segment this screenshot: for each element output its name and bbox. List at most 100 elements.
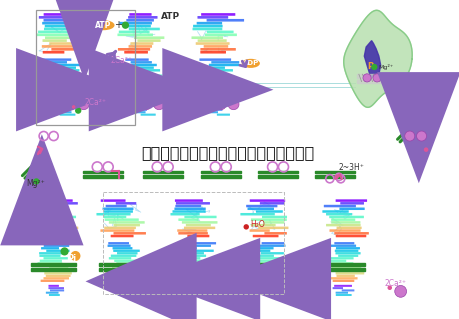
FancyBboxPatch shape [101,199,125,202]
FancyBboxPatch shape [96,213,130,215]
FancyBboxPatch shape [182,255,206,257]
FancyBboxPatch shape [109,257,131,259]
Circle shape [386,286,391,290]
Circle shape [372,74,381,82]
FancyBboxPatch shape [129,13,151,16]
FancyBboxPatch shape [57,64,82,66]
Bar [142,171,182,174]
FancyBboxPatch shape [44,19,66,22]
Bar [31,268,76,271]
FancyBboxPatch shape [259,289,277,292]
Circle shape [404,131,414,141]
FancyBboxPatch shape [44,277,69,279]
FancyBboxPatch shape [136,77,160,79]
FancyBboxPatch shape [100,229,134,232]
FancyBboxPatch shape [49,42,86,45]
FancyBboxPatch shape [206,19,244,22]
Text: 2Ca²⁺: 2Ca²⁺ [84,98,106,107]
Bar [244,263,289,266]
Circle shape [65,99,76,110]
Circle shape [362,74,370,82]
FancyBboxPatch shape [335,199,366,202]
Text: 2Ca²⁺: 2Ca²⁺ [383,279,405,288]
FancyBboxPatch shape [44,77,73,79]
FancyBboxPatch shape [45,25,75,27]
FancyBboxPatch shape [335,292,347,294]
FancyBboxPatch shape [134,111,145,113]
FancyBboxPatch shape [36,224,61,226]
FancyBboxPatch shape [266,287,278,289]
FancyBboxPatch shape [43,80,67,82]
FancyBboxPatch shape [44,272,72,274]
Ellipse shape [93,20,114,30]
FancyBboxPatch shape [105,275,127,277]
Text: 2Ca²⁺: 2Ca²⁺ [111,56,133,65]
FancyBboxPatch shape [247,208,274,210]
FancyBboxPatch shape [201,80,231,82]
FancyBboxPatch shape [38,31,73,33]
FancyBboxPatch shape [182,257,200,259]
FancyBboxPatch shape [207,109,222,111]
FancyBboxPatch shape [330,267,360,270]
FancyBboxPatch shape [178,232,207,234]
FancyBboxPatch shape [325,213,351,215]
Polygon shape [364,41,380,80]
FancyBboxPatch shape [122,72,150,74]
FancyBboxPatch shape [177,267,200,270]
FancyBboxPatch shape [117,252,137,255]
FancyBboxPatch shape [335,272,364,274]
FancyBboxPatch shape [44,245,69,247]
FancyBboxPatch shape [323,205,355,207]
FancyBboxPatch shape [34,213,65,215]
FancyBboxPatch shape [186,242,216,244]
FancyBboxPatch shape [330,219,354,221]
FancyBboxPatch shape [257,272,285,274]
FancyBboxPatch shape [188,289,206,292]
FancyBboxPatch shape [191,36,223,39]
FancyBboxPatch shape [104,226,135,229]
Circle shape [75,108,81,114]
FancyBboxPatch shape [129,28,159,30]
FancyBboxPatch shape [48,287,64,289]
FancyBboxPatch shape [175,205,201,207]
FancyBboxPatch shape [249,255,273,257]
FancyBboxPatch shape [116,262,140,264]
FancyBboxPatch shape [45,202,78,204]
Bar [99,268,144,271]
Text: +: + [114,20,122,30]
FancyBboxPatch shape [249,199,285,202]
FancyBboxPatch shape [174,262,200,264]
Bar [142,175,182,178]
FancyBboxPatch shape [186,287,198,289]
FancyBboxPatch shape [130,61,151,63]
Circle shape [423,147,427,152]
FancyBboxPatch shape [46,275,70,277]
Circle shape [370,64,377,70]
FancyBboxPatch shape [203,45,228,48]
FancyBboxPatch shape [128,96,147,98]
FancyBboxPatch shape [200,48,235,51]
FancyBboxPatch shape [43,229,66,232]
FancyBboxPatch shape [329,216,363,218]
FancyBboxPatch shape [38,262,62,264]
FancyBboxPatch shape [118,289,133,292]
FancyBboxPatch shape [124,51,148,54]
FancyBboxPatch shape [266,294,279,296]
Bar [83,171,123,174]
FancyBboxPatch shape [261,270,285,272]
FancyBboxPatch shape [257,292,271,294]
FancyBboxPatch shape [202,74,228,77]
FancyBboxPatch shape [46,249,69,252]
FancyBboxPatch shape [197,39,226,42]
FancyBboxPatch shape [187,235,209,237]
Text: ATP: ATP [161,11,180,21]
FancyBboxPatch shape [335,235,365,237]
Circle shape [122,22,129,29]
Bar [192,90,241,93]
FancyBboxPatch shape [183,245,211,247]
FancyBboxPatch shape [184,260,202,262]
FancyBboxPatch shape [336,226,361,229]
FancyBboxPatch shape [103,210,133,213]
FancyBboxPatch shape [131,109,147,111]
FancyBboxPatch shape [118,31,149,33]
